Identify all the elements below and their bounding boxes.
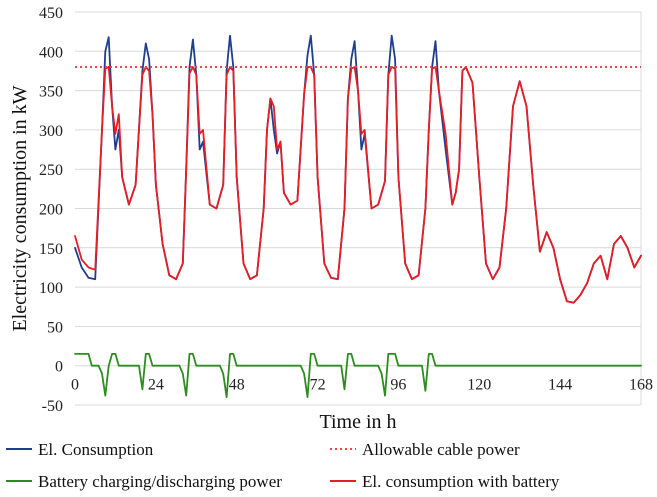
gridlines xyxy=(75,11,642,406)
x-tick-label: 24 xyxy=(148,377,164,394)
y-tick-label: -50 xyxy=(42,398,63,415)
x-axis-title: Time in h xyxy=(319,411,396,433)
x-tick-label: 48 xyxy=(229,377,245,394)
legend: El. Consumption Allowable cable power Batt… xyxy=(6,440,560,491)
y-tick-labels: -50 0 50 100 150 200 250 300 350 400 450 xyxy=(39,5,63,415)
y-tick-label: 300 xyxy=(39,123,63,140)
y-tick-label: 200 xyxy=(39,202,63,219)
x-tick-label: 0 xyxy=(71,377,79,394)
x-tick-label: 120 xyxy=(467,377,491,394)
y-tick-label: 400 xyxy=(39,44,63,61)
y-tick-label: 100 xyxy=(39,280,63,297)
y-tick-label: 50 xyxy=(47,319,63,336)
x-tick-label: 72 xyxy=(310,377,326,394)
series-lines xyxy=(74,34,642,399)
series-line-3 xyxy=(74,66,642,304)
y-tick-label: 250 xyxy=(39,162,63,179)
legend-label: El. consumption with battery xyxy=(362,472,560,491)
y-tick-label: 350 xyxy=(39,84,63,101)
y-tick-label: 150 xyxy=(39,241,63,258)
x-tick-label: 96 xyxy=(390,377,406,394)
y-axis-title: Electricity consumption in kW xyxy=(9,85,31,331)
legend-label: Allowable cable power xyxy=(362,440,520,459)
series-line-2 xyxy=(74,352,642,399)
y-tick-label: 0 xyxy=(55,359,63,376)
x-tick-label: 168 xyxy=(629,377,653,394)
y-tick-label: 450 xyxy=(39,5,63,22)
x-tick-label: 144 xyxy=(548,377,572,394)
x-tick-labels: 0 24 48 72 96 120 144 168 xyxy=(71,377,653,394)
legend-label: El. Consumption xyxy=(38,440,154,459)
legend-label: Battery charging/discharging power xyxy=(38,472,282,491)
